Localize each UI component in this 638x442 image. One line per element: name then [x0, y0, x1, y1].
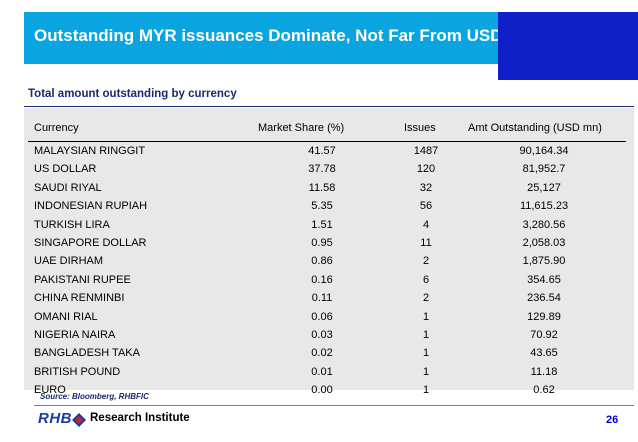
- cell-currency: TURKISH LIRA: [34, 218, 110, 231]
- currency-table: Currency Market Share (%) Issues Amt Out…: [24, 108, 634, 396]
- cell-market-share: 0.11: [311, 292, 333, 305]
- cell-amt-outstanding: 0.62: [533, 384, 555, 397]
- cell-amt-outstanding: 11.18: [530, 365, 558, 378]
- cell-market-share: 0.01: [311, 365, 333, 378]
- cell-currency: UAE DIRHAM: [34, 255, 104, 268]
- cell-market-share: 0.95: [311, 237, 333, 249]
- cell-amt-outstanding: 90,164.34: [519, 145, 569, 157]
- table-row: SAUDI RIYAL 11.58 32 25,127: [24, 180, 634, 198]
- cell-issues: 120: [416, 163, 436, 176]
- cell-market-share: 41.57: [308, 145, 336, 157]
- cell-currency: SINGAPORE DOLLAR: [34, 237, 147, 249]
- cell-market-share: 0.06: [311, 310, 333, 323]
- cell-issues: 1: [422, 365, 430, 378]
- cell-currency: BRITISH POUND: [34, 365, 121, 378]
- cell-amt-outstanding: 11,615.23: [519, 200, 569, 213]
- footer-divider: [34, 405, 634, 406]
- rhb-logo-icon: [72, 413, 86, 427]
- cell-currency: PAKISTANI RUPEE: [34, 273, 131, 286]
- cell-currency: INDONESIAN RUPIAH: [34, 200, 148, 213]
- cell-market-share: 0.86: [311, 255, 333, 268]
- table-row: US DOLLAR 37.78 120 81,952.7: [24, 161, 634, 179]
- table-row: SINGAPORE DOLLAR 0.95 11 2,058.03: [24, 235, 634, 253]
- cell-issues: 2: [422, 255, 430, 268]
- table-row: OMANI RIAL 0.06 1 129.89: [24, 309, 634, 327]
- cell-currency: MALAYSIAN RINGGIT: [34, 145, 146, 157]
- cell-issues: 1: [422, 329, 430, 341]
- cell-amt-outstanding: 354.65: [527, 273, 561, 286]
- cell-issues: 1: [422, 347, 430, 360]
- cell-market-share: 5.35: [311, 200, 333, 213]
- table-row: PAKISTANI RUPEE 0.16 6 354.65: [24, 272, 634, 290]
- cell-issues: 4: [422, 218, 430, 231]
- cell-issues: 56: [419, 200, 433, 213]
- table-subtitle: Total amount outstanding by currency: [28, 88, 237, 100]
- cell-market-share: 0.00: [311, 384, 333, 397]
- header-currency: Currency: [34, 122, 79, 134]
- cell-currency: OMANI RIAL: [34, 310, 98, 323]
- cell-market-share: 1.51: [311, 218, 333, 231]
- cell-amt-outstanding: 236.54: [527, 292, 561, 305]
- table-row: INDONESIAN RUPIAH 5.35 56 11,615.23: [24, 198, 634, 216]
- cell-issues: 1: [422, 310, 430, 323]
- table-row: CHINA RENMINBI 0.11 2 236.54: [24, 290, 634, 308]
- header-amt-outstanding: Amt Outstanding (USD mn): [468, 122, 602, 134]
- header-market-share: Market Share (%): [258, 122, 345, 134]
- title-accent-block: [498, 12, 638, 80]
- cell-amt-outstanding: 3,280.56: [522, 218, 566, 231]
- cell-amt-outstanding: 70.92: [530, 329, 558, 341]
- cell-market-share: 37.78: [308, 163, 336, 176]
- cell-issues: 1: [422, 384, 430, 397]
- subtitle-divider: [24, 106, 634, 107]
- research-institute-label: Research Institute: [90, 412, 190, 424]
- cell-currency: EURO: [34, 384, 66, 397]
- cell-amt-outstanding: 129.89: [527, 310, 561, 323]
- cell-amt-outstanding: 1,875.90: [522, 255, 566, 268]
- cell-amt-outstanding: 43.65: [530, 347, 558, 360]
- table-row: BANGLADESH TAKA 0.02 1 43.65: [24, 345, 634, 363]
- table-row: MALAYSIAN RINGGIT 41.57 1487 90,164.34: [24, 143, 634, 161]
- rhb-logo: RHB: [38, 410, 72, 427]
- cell-market-share: 0.03: [311, 329, 333, 341]
- source-note: Source: Bloomberg, RHBFIC: [40, 392, 149, 401]
- cell-amt-outstanding: 81,952.7: [522, 163, 566, 176]
- cell-amt-outstanding: 25,127: [527, 181, 561, 194]
- table-row: BRITISH POUND 0.01 1 11.18: [24, 364, 634, 382]
- cell-issues: 1487: [413, 145, 439, 157]
- cell-currency: US DOLLAR: [34, 163, 97, 176]
- cell-issues: 11: [420, 237, 432, 249]
- cell-amt-outstanding: 2,058.03: [522, 237, 566, 249]
- cell-market-share: 11.58: [308, 181, 336, 194]
- table-row: EURO 0.00 1 0.62: [24, 382, 634, 400]
- title-bar: Outstanding MYR issuances Dominate, Not …: [24, 12, 503, 64]
- table-row: NIGERIA NAIRA 0.03 1 70.92: [24, 327, 634, 345]
- cell-issues: 2: [422, 292, 430, 305]
- cell-currency: BANGLADESH TAKA: [34, 347, 140, 360]
- cell-issues: 32: [419, 181, 433, 194]
- cell-issues: 6: [422, 273, 430, 286]
- slide-title: Outstanding MYR issuances Dominate, Not …: [34, 26, 503, 45]
- cell-market-share: 0.16: [311, 273, 333, 286]
- cell-market-share: 0.02: [311, 347, 333, 360]
- page-number: 26: [606, 414, 619, 426]
- cell-currency: CHINA RENMINBI: [34, 292, 125, 305]
- table-row: TURKISH LIRA 1.51 4 3,280.56: [24, 217, 634, 235]
- header-divider: [28, 141, 626, 142]
- table-row: UAE DIRHAM 0.86 2 1,875.90: [24, 253, 634, 271]
- cell-currency: SAUDI RIYAL: [34, 181, 102, 194]
- cell-currency: NIGERIA NAIRA: [34, 329, 116, 341]
- header-issues: Issues: [404, 122, 436, 134]
